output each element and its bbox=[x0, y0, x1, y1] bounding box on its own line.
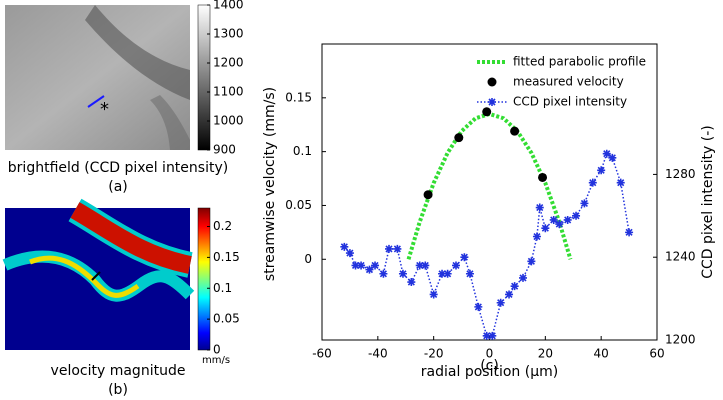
x-tick-label: 60 bbox=[649, 347, 664, 361]
velocity-image bbox=[2, 198, 195, 350]
y2-tick-label: 1200 bbox=[665, 333, 696, 347]
colorbar-unit: mm/s bbox=[202, 355, 230, 366]
x-tick-label: -20 bbox=[424, 347, 444, 361]
star-marker bbox=[371, 261, 380, 270]
colorbar-tick-label: 0.2 bbox=[213, 219, 232, 233]
star-marker bbox=[510, 282, 519, 291]
svg-text:*: * bbox=[100, 99, 109, 120]
colorbar-tick-label: 1100 bbox=[213, 85, 244, 99]
y-axis-label: streamwise velocity (mm/s) bbox=[262, 87, 278, 281]
star-marker bbox=[438, 269, 447, 278]
point bbox=[510, 126, 520, 136]
star-marker bbox=[407, 278, 416, 287]
star-marker bbox=[365, 265, 374, 274]
star-marker bbox=[482, 331, 491, 340]
point bbox=[454, 133, 464, 143]
legend-label: fitted parabolic profile bbox=[513, 55, 646, 69]
star-marker bbox=[415, 261, 424, 270]
caption: brightfield (CCD pixel intensity) bbox=[8, 160, 228, 176]
colorbar-tick-label: 1200 bbox=[213, 56, 244, 70]
star-marker bbox=[527, 257, 536, 266]
star-marker bbox=[443, 269, 452, 278]
colorbar bbox=[197, 4, 211, 151]
colorbar-tick-label: 1000 bbox=[213, 114, 244, 128]
y-tick-label: 0 bbox=[304, 252, 312, 266]
colorbar-tick-label: 0.15 bbox=[213, 250, 240, 264]
y2-tick-label: 1240 bbox=[665, 250, 696, 264]
y2-tick-label: 1280 bbox=[665, 167, 696, 181]
star-marker bbox=[340, 242, 349, 251]
star-marker bbox=[474, 302, 483, 311]
x-tick-label: -60 bbox=[312, 347, 332, 361]
y-tick-label: 0.1 bbox=[293, 144, 312, 158]
colorbar-tick-label: 0.1 bbox=[213, 281, 232, 295]
star-marker bbox=[549, 215, 558, 224]
star-marker bbox=[460, 253, 469, 262]
star-marker bbox=[488, 98, 496, 106]
point bbox=[423, 190, 433, 200]
plot-area bbox=[321, 43, 658, 341]
star-marker bbox=[351, 261, 360, 270]
star-marker bbox=[563, 215, 572, 224]
star-marker bbox=[496, 298, 505, 307]
star-marker bbox=[385, 244, 393, 253]
star-marker bbox=[465, 269, 474, 278]
point bbox=[538, 172, 548, 182]
brightfield-image: * bbox=[5, 5, 190, 150]
star-marker bbox=[488, 331, 497, 340]
star-marker bbox=[519, 273, 527, 282]
star-marker bbox=[625, 228, 634, 237]
star-marker bbox=[379, 269, 388, 278]
point bbox=[482, 107, 492, 117]
y-tick-label: 0.15 bbox=[285, 90, 312, 104]
star-marker bbox=[541, 224, 550, 233]
colorbar-tick-label: 0 bbox=[213, 343, 221, 357]
colorbar-tick-label: 900 bbox=[213, 143, 236, 157]
x-tick-label: 20 bbox=[538, 347, 553, 361]
panel-label: (b) bbox=[108, 382, 128, 398]
panel-label: (a) bbox=[108, 179, 128, 195]
star-marker bbox=[505, 290, 514, 299]
x-axis-label: radial position (µm) bbox=[421, 364, 558, 380]
star-marker bbox=[555, 220, 564, 229]
star-marker bbox=[572, 211, 581, 220]
star-marker bbox=[616, 178, 625, 187]
colorbar bbox=[197, 207, 211, 351]
star-marker bbox=[580, 199, 589, 208]
star-marker bbox=[429, 290, 438, 299]
star-marker bbox=[345, 249, 354, 258]
star-marker bbox=[597, 166, 606, 175]
star-marker bbox=[535, 203, 544, 212]
star-marker bbox=[357, 261, 366, 270]
star-marker bbox=[398, 269, 407, 278]
star-marker bbox=[452, 261, 460, 270]
star-marker bbox=[421, 261, 430, 270]
y2-axis-label: CCD pixel intensity (-) bbox=[700, 125, 716, 279]
caption: velocity magnitude bbox=[51, 363, 186, 379]
star-marker bbox=[608, 153, 617, 162]
x-tick-label: -40 bbox=[368, 347, 388, 361]
colorbar-tick-label: 1300 bbox=[213, 27, 244, 41]
colorbar-tick-label: 1400 bbox=[213, 0, 244, 12]
star-marker bbox=[588, 178, 597, 187]
y-tick-label: 0.05 bbox=[285, 198, 312, 212]
legend-label: CCD pixel intensity bbox=[513, 95, 627, 109]
x-tick-label: 0 bbox=[486, 347, 494, 361]
panel-label: (c) bbox=[480, 358, 499, 374]
colorbar-tick-label: 0.05 bbox=[213, 312, 240, 326]
legend-marker bbox=[487, 77, 497, 87]
x-tick-label: 40 bbox=[594, 347, 609, 361]
star-marker bbox=[602, 149, 611, 158]
star-marker bbox=[532, 232, 541, 241]
star-marker bbox=[393, 244, 402, 253]
legend-label: measured velocity bbox=[513, 75, 624, 89]
